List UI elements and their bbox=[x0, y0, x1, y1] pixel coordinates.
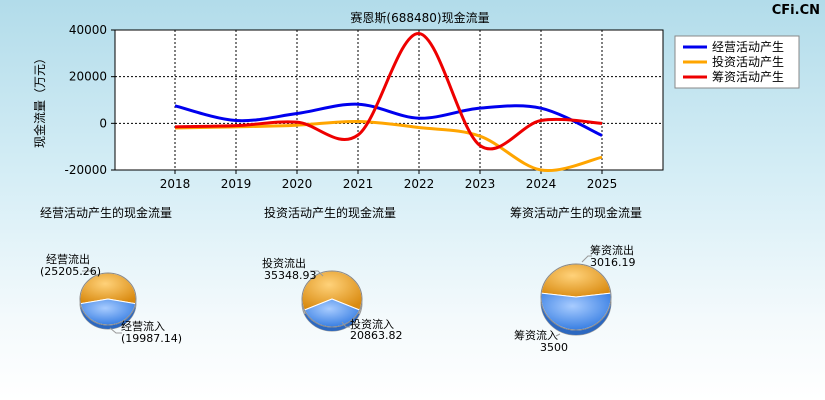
pie-label-investing-outflow: 投资流出 bbox=[262, 256, 306, 270]
pie-label-operating-outflow: 经营流出 bbox=[46, 252, 90, 266]
y-tick-label: 20000 bbox=[69, 70, 107, 84]
pie-1 bbox=[301, 270, 363, 332]
pie-value-operating-outflow: (25205.26) bbox=[40, 265, 101, 278]
pie-value-financing-outflow: 3016.19 bbox=[590, 256, 636, 269]
pie-value-operating-inflow: (19987.14) bbox=[121, 332, 182, 345]
pie-outline bbox=[540, 263, 612, 331]
series-lines bbox=[174, 31, 603, 173]
pie-outline bbox=[79, 272, 137, 326]
pie-labels-investing: 投资流出 35348.93 投资流入 20863.82 bbox=[262, 256, 403, 342]
pie-label-financing-outflow: 筹资流出 bbox=[590, 243, 634, 257]
y-tick-label: 0 bbox=[99, 116, 107, 130]
watermark: CFi.CN bbox=[772, 3, 820, 18]
x-tick-label: 2019 bbox=[221, 177, 252, 191]
pie-outline bbox=[301, 270, 363, 328]
pie-label-operating-inflow: 经营流入 bbox=[121, 319, 165, 333]
pie-value-investing-inflow: 20863.82 bbox=[350, 329, 403, 342]
series-line-2 bbox=[174, 31, 603, 151]
x-tick-label: 2022 bbox=[404, 177, 435, 191]
x-tick-label: 2025 bbox=[587, 177, 618, 191]
line-chart-title: 赛恩斯(688480)现金流量 bbox=[350, 10, 489, 25]
pie-title-investing: 投资活动产生的现金流量 bbox=[264, 205, 396, 220]
pie-label-financing-inflow: 筹资流入 bbox=[514, 328, 558, 342]
x-tick-label: 2023 bbox=[465, 177, 496, 191]
pie-labels-operating: 经营流出 (25205.26) 经营流入 (19987.14) bbox=[40, 252, 182, 345]
x-tick-label: 2018 bbox=[160, 177, 191, 191]
pie-labels-financing: 筹资流出 3016.19 筹资流入 3500 bbox=[514, 243, 636, 354]
x-tick-label: 2020 bbox=[282, 177, 313, 191]
y-ticks: 40000 20000 0 -20000 bbox=[64, 23, 115, 177]
x-tick-label: 2024 bbox=[526, 177, 557, 191]
legend-label-operating: 经营活动产生 bbox=[712, 40, 784, 54]
legend-label-financing: 筹资活动产生 bbox=[712, 70, 784, 84]
pie-charts bbox=[79, 263, 612, 336]
pie-title-operating: 经营活动产生的现金流量 bbox=[40, 205, 172, 220]
x-ticks: 2018 2019 2020 2021 2022 2023 2024 2025 bbox=[160, 170, 618, 191]
pie-0 bbox=[79, 272, 137, 330]
y-tick-label: 40000 bbox=[69, 23, 107, 37]
y-axis-label: 现金流量（万元） bbox=[32, 52, 47, 148]
pie-value-investing-outflow: 35348.93 bbox=[264, 269, 317, 282]
legend-label-investing: 投资活动产生 bbox=[712, 54, 784, 69]
series-line-0 bbox=[174, 102, 603, 137]
pie-value-financing-inflow: 3500 bbox=[540, 341, 568, 354]
pie-label-investing-inflow: 投资流入 bbox=[350, 317, 394, 331]
pie-2 bbox=[540, 263, 612, 336]
x-tick-label: 2021 bbox=[343, 177, 374, 191]
legend: 经营活动产生 投资活动产生 筹资活动产生 bbox=[674, 35, 800, 89]
y-tick-label: -20000 bbox=[64, 163, 107, 177]
pie-title-financing: 筹资活动产生的现金流量 bbox=[510, 205, 642, 220]
plot-area bbox=[114, 29, 664, 171]
